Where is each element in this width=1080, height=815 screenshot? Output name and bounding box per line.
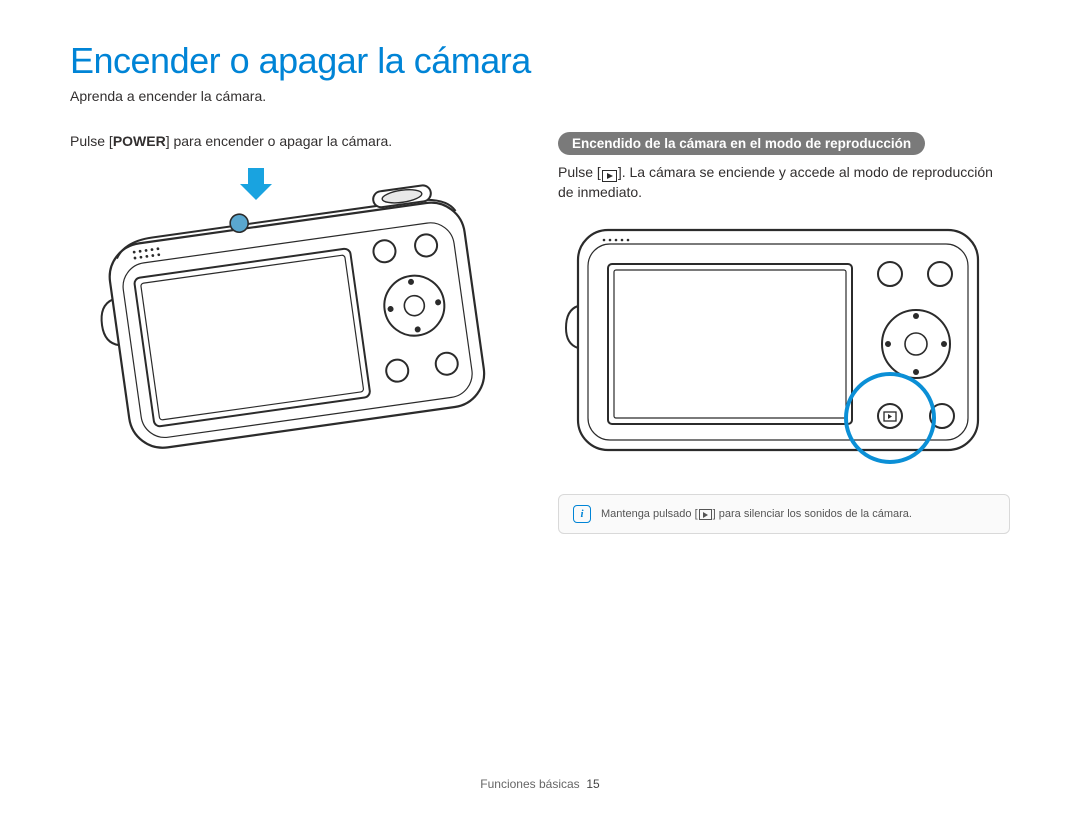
- page-subtitle: Aprenda a encender la cámara.: [70, 88, 1010, 104]
- text-fragment: Mantenga pulsado [: [601, 508, 698, 520]
- power-keyword: POWER: [113, 133, 166, 149]
- note-icon: i: [573, 505, 591, 523]
- page-title: Encender o apagar la cámara: [70, 40, 1010, 82]
- text-fragment: ] para silenciar los sonidos de la cámar…: [713, 508, 912, 520]
- footer-section: Funciones básicas: [480, 777, 579, 791]
- down-arrow-icon: [240, 168, 272, 200]
- section-pill: Encendido de la cámara en el modo de rep…: [558, 132, 925, 155]
- footer-page-number: 15: [586, 777, 599, 791]
- play-icon: [699, 509, 712, 520]
- text-fragment: Pulse [: [70, 133, 113, 149]
- note-box: i Mantenga pulsado [ ] para silenciar los…: [558, 494, 1010, 534]
- camera-playback-illustration: [558, 216, 1010, 476]
- left-instruction: Pulse [POWER] para encender o apagar la …: [70, 132, 522, 152]
- play-icon: [602, 170, 617, 182]
- right-instruction: Pulse []. La cámara se enciende y accede…: [558, 163, 1010, 202]
- camera-power-illustration: [70, 166, 522, 466]
- text-fragment: ]. La cámara se enciende y accede al mod…: [558, 164, 993, 200]
- text-fragment: Pulse [: [558, 164, 601, 180]
- note-text: Mantenga pulsado [ ] para silenciar los s…: [601, 508, 912, 521]
- text-fragment: ] para encender o apagar la cámara.: [166, 133, 392, 149]
- play-button-icon: [878, 404, 902, 428]
- page-footer: Funciones básicas 15: [0, 777, 1080, 791]
